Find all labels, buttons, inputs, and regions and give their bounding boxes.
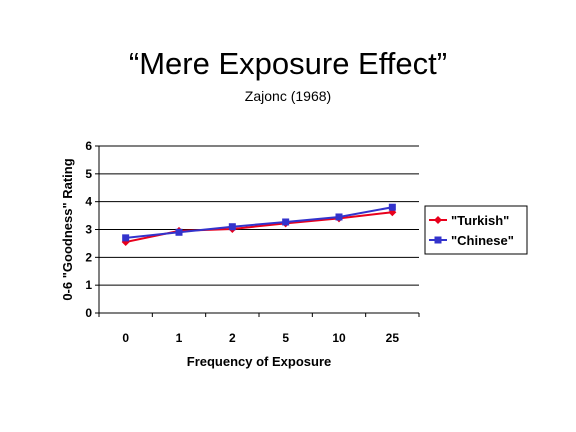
- x-tick-label: 10: [332, 331, 346, 345]
- series: [122, 203, 396, 242]
- x-tick-labels: 0 1 2 5 10 25: [122, 331, 399, 345]
- x-tick-label: 0: [122, 331, 129, 345]
- y-tick-label: 1: [85, 278, 92, 292]
- axes: [98, 146, 420, 317]
- data-point: [434, 216, 442, 224]
- legend-item: "Chinese": [429, 233, 514, 248]
- legend-item: "Turkish": [429, 213, 509, 228]
- gridlines: [95, 145, 419, 314]
- data-point: [122, 234, 130, 242]
- data-point: [175, 228, 183, 236]
- y-tick-label: 2: [85, 250, 92, 264]
- y-axis-title: 0-6 "Goodness" Rating: [60, 158, 75, 300]
- legend: "Turkish" "Chinese": [424, 205, 528, 255]
- legend-label: "Chinese": [451, 233, 514, 248]
- data-point: [282, 218, 290, 226]
- y-tick-label: 6: [85, 139, 92, 153]
- x-tick-label: 2: [229, 331, 236, 345]
- x-tick-label: 25: [386, 331, 400, 345]
- data-point: [335, 213, 343, 221]
- series-line: [125, 206, 393, 239]
- data-point: [388, 203, 396, 211]
- x-axis-title: Frequency of Exposure: [187, 354, 331, 369]
- chart-subtitle: Zajonc (1968): [244, 88, 332, 104]
- x-tick-label: 1: [176, 331, 183, 345]
- series-line: [125, 211, 393, 244]
- y-tick-labels: 0 1 2 3 4 5 6: [85, 139, 92, 320]
- legend-label: "Turkish": [451, 213, 509, 228]
- data-point: [228, 223, 236, 231]
- y-tick-label: 5: [85, 167, 92, 181]
- y-tick-label: 4: [85, 195, 92, 209]
- chart-title: “Mere Exposure Effect”: [128, 46, 448, 81]
- y-tick-label: 3: [85, 223, 92, 237]
- legend-box: [424, 205, 528, 255]
- data-point: [434, 236, 442, 244]
- y-tick-label: 0: [85, 306, 92, 320]
- x-tick-label: 5: [282, 331, 289, 345]
- series-group: [121, 203, 397, 247]
